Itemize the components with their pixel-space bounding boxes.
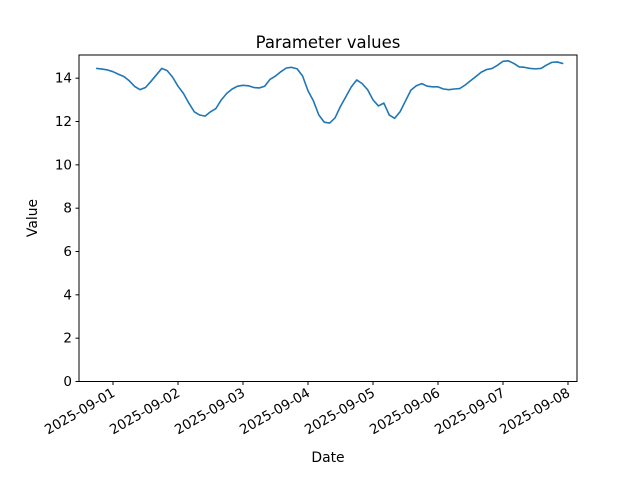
data-line <box>95 60 564 124</box>
y-tick-label: 10 <box>55 157 72 173</box>
y-axis-label: Value <box>25 199 41 237</box>
y-tick-label: 4 <box>63 287 72 303</box>
y-tick-label: 6 <box>63 244 72 260</box>
x-axis-label: Date <box>311 450 344 466</box>
y-tick-label: 8 <box>63 201 72 217</box>
y-axis-ticks: 0 2 4 6 8 10 12 14 <box>55 71 79 390</box>
chart-title: Parameter values <box>256 33 401 52</box>
plot-border <box>78 54 578 382</box>
y-tick-label: 14 <box>55 71 72 87</box>
y-tick-label: 12 <box>55 114 72 130</box>
y-tick-label: 2 <box>63 331 72 347</box>
y-tick-label: 0 <box>63 374 72 390</box>
